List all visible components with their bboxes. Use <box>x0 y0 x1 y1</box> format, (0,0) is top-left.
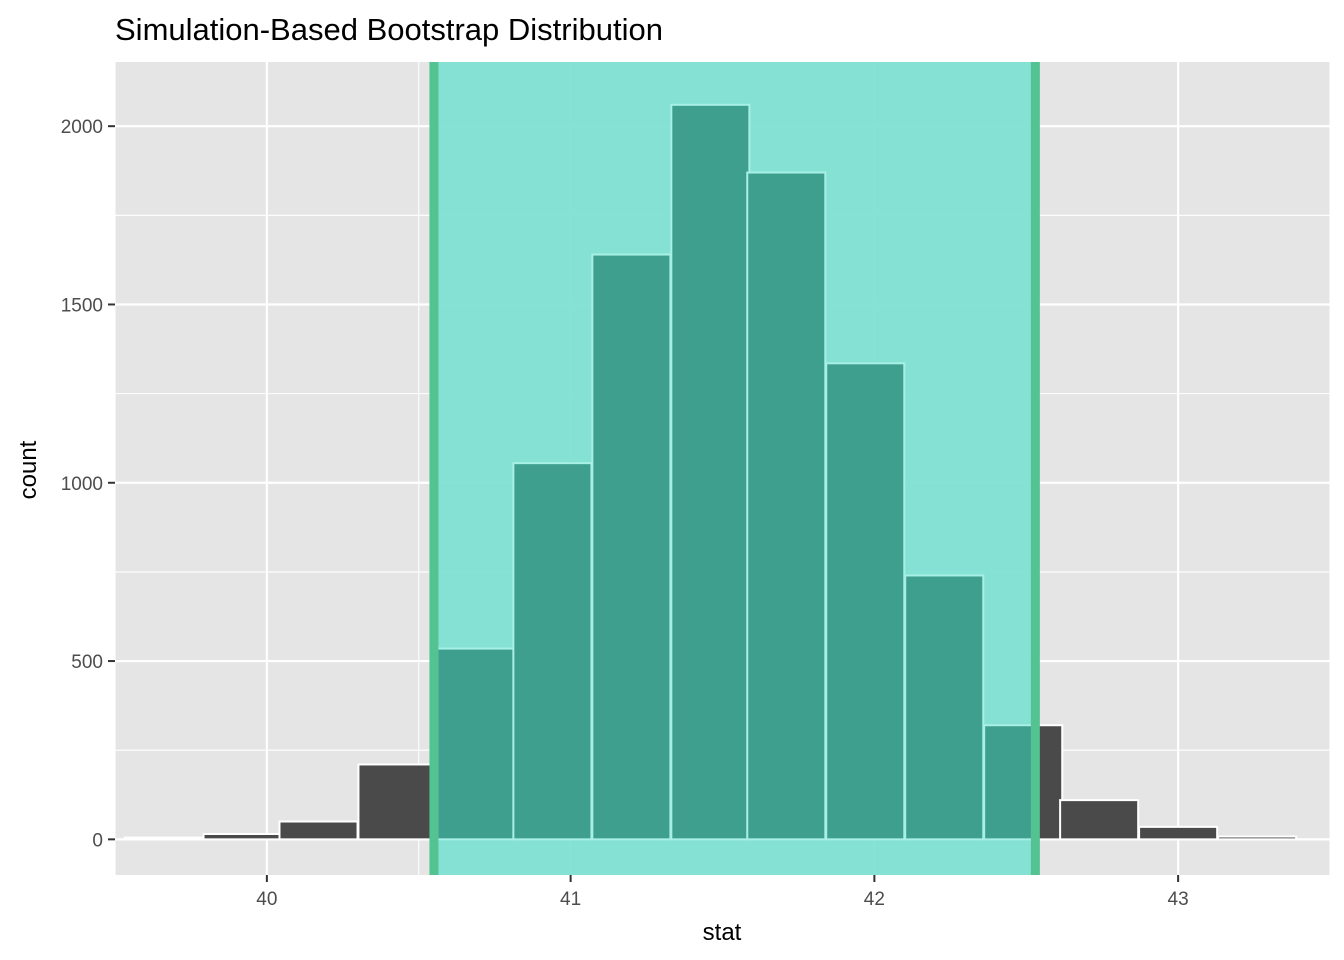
histogram-bar-in-interval <box>670 103 751 841</box>
histogram-bar <box>1059 799 1140 841</box>
histogram-bar-in-interval <box>591 253 672 841</box>
histogram-bar <box>123 836 204 841</box>
histogram-bar-in-interval <box>436 647 517 841</box>
y-axis-title: count <box>15 440 42 499</box>
y-axis-ticks: 0 500 1000 1500 2000 <box>61 117 115 851</box>
y-tick-label: 0 <box>92 830 103 851</box>
x-tick-label: 43 <box>1168 889 1189 910</box>
chart-title: Simulation-Based Bootstrap Distribution <box>115 12 663 47</box>
histogram-bar <box>278 820 359 841</box>
x-tick-label: 42 <box>864 889 885 910</box>
histogram-bar <box>357 763 438 841</box>
histogram-bar-in-interval <box>746 171 827 841</box>
x-tick-label: 40 <box>256 889 277 910</box>
x-tick-label: 41 <box>560 889 581 910</box>
y-tick-label: 1500 <box>61 295 103 316</box>
histogram-bar <box>1217 835 1298 841</box>
y-tick-label: 500 <box>71 652 103 673</box>
histogram-bar <box>1138 825 1219 841</box>
y-tick-label: 1000 <box>61 474 103 495</box>
histogram-bar-in-interval <box>904 574 985 841</box>
x-axis-title: stat <box>703 919 742 946</box>
histogram-bar-in-interval <box>512 462 593 841</box>
histogram-bars-in-interval <box>432 103 1037 841</box>
histogram-bar <box>202 832 283 841</box>
histogram-bar-in-interval <box>825 362 906 841</box>
histogram-bar-in-interval <box>983 724 1037 841</box>
x-axis-ticks: 40 41 42 43 <box>256 875 1189 910</box>
y-tick-label: 2000 <box>61 117 103 138</box>
